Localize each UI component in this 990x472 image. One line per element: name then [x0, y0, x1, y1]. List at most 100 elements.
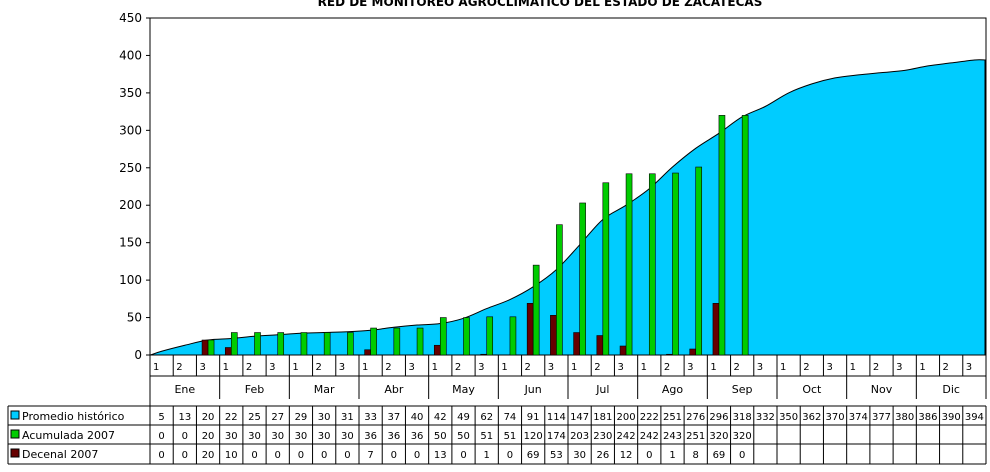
table-cell: 200 — [617, 412, 636, 423]
x-tick-label-decade: 3 — [966, 362, 972, 373]
y-tick-label: 150 — [119, 236, 142, 250]
table-cell: 30 — [341, 431, 354, 442]
x-tick-label-month: Abr — [384, 383, 404, 396]
table-cell: 31 — [341, 412, 354, 423]
table-cell: 49 — [457, 412, 470, 423]
x-tick-label-month: May — [452, 383, 475, 396]
chart-title: RED DE MONITOREO AGROCLIMATICO DEL ESTAD… — [318, 0, 763, 9]
x-tick-label-decade: 1 — [223, 362, 229, 373]
x-tick-label-decade: 3 — [617, 362, 623, 373]
table-cell: 36 — [364, 431, 377, 442]
table-cell: 0 — [507, 450, 513, 461]
table-cell: 377 — [872, 412, 891, 423]
x-tick-label-decade: 2 — [943, 362, 949, 373]
table-cell: 242 — [617, 431, 636, 442]
table-cell: 20 — [202, 412, 215, 423]
table-cell: 25 — [248, 412, 261, 423]
table-cell: 276 — [686, 412, 705, 423]
x-tick-label-decade: 3 — [339, 362, 345, 373]
x-tick-label-month: Feb — [245, 383, 264, 396]
x-tick-label-decade: 2 — [594, 362, 600, 373]
table-cell: 30 — [271, 431, 284, 442]
table-cell: 390 — [942, 412, 961, 423]
bar-acumulada-2007 — [741, 115, 749, 356]
x-tick-label-decade: 3 — [687, 362, 693, 373]
table-cell: 8 — [693, 450, 699, 461]
bar-acumulada-2007 — [393, 327, 401, 356]
table-cell: 0 — [158, 431, 164, 442]
x-tick-label-month: Jul — [595, 383, 609, 396]
table-cell: 30 — [573, 450, 586, 461]
x-tick-label-decade: 1 — [501, 362, 507, 373]
row-promedio-historico-label: Promedio histórico — [22, 410, 125, 423]
x-tick-label-decade: 1 — [919, 362, 925, 373]
table-cell: 394 — [965, 412, 984, 423]
x-tick-label-decade: 3 — [408, 362, 414, 373]
table-cell: 1 — [484, 450, 490, 461]
bar-acumulada-2007 — [532, 264, 540, 356]
table-cell: 53 — [550, 450, 563, 461]
table-cell: 0 — [298, 450, 304, 461]
x-tick-label-decade: 1 — [641, 362, 647, 373]
y-tick-label: 250 — [119, 161, 142, 175]
bar-acumulada-2007 — [625, 173, 633, 356]
bar-acumulada-2007 — [370, 327, 377, 356]
x-tick-label-decade: 2 — [385, 362, 391, 373]
table-cell: 0 — [182, 431, 188, 442]
table-cell: 30 — [248, 431, 261, 442]
x-tick-label-decade: 2 — [246, 362, 252, 373]
x-tick-label-month: Sep — [732, 383, 753, 396]
y-tick-label: 400 — [119, 48, 142, 62]
bar-decenal-2007 — [596, 335, 604, 356]
table-cell: 0 — [158, 450, 164, 461]
table-cell: 0 — [414, 450, 420, 461]
table-cell: 251 — [663, 412, 682, 423]
table-cell: 50 — [434, 431, 447, 442]
bar-acumulada-2007 — [463, 317, 470, 356]
y-tick-label: 200 — [119, 198, 142, 212]
x-tick-label-decade: 2 — [664, 362, 670, 373]
table-cell: 1 — [669, 450, 675, 461]
table-cell: 30 — [318, 412, 331, 423]
table-cell: 230 — [593, 431, 612, 442]
table-cell: 380 — [895, 412, 914, 423]
x-tick-label-decade: 2 — [734, 362, 740, 373]
table-cell: 74 — [504, 412, 517, 423]
table-cell: 13 — [434, 450, 447, 461]
bar-acumulada-2007 — [254, 332, 261, 356]
x-tick-label-decade: 1 — [571, 362, 577, 373]
table-cell: 7 — [367, 450, 373, 461]
bar-acumulada-2007 — [230, 332, 238, 356]
table-cell: 332 — [756, 412, 775, 423]
table-cell: 40 — [411, 412, 424, 423]
table-cell: 0 — [646, 450, 652, 461]
x-tick-label-decade: 2 — [873, 362, 879, 373]
table-cell: 91 — [527, 412, 540, 423]
x-tick-label-decade: 1 — [850, 362, 856, 373]
bar-decenal-2007 — [712, 303, 720, 356]
bar-acumulada-2007 — [300, 332, 308, 356]
x-tick-label-decade: 1 — [292, 362, 298, 373]
table-cell: 12 — [620, 450, 633, 461]
table-cell: 51 — [504, 431, 517, 442]
table-cell: 26 — [596, 450, 609, 461]
table-cell: 362 — [802, 412, 821, 423]
x-tick-label-decade: 3 — [826, 362, 832, 373]
table-cell: 147 — [570, 412, 589, 423]
bar-decenal-2007 — [433, 344, 441, 356]
x-tick-label-month: Nov — [871, 383, 893, 396]
bar-decenal-2007 — [224, 347, 232, 356]
table-cell: 0 — [182, 450, 188, 461]
bar-acumulada-2007 — [602, 182, 610, 356]
table-cell: 374 — [849, 412, 868, 423]
x-tick-label-decade: 2 — [525, 362, 531, 373]
table-cell: 181 — [593, 412, 612, 423]
bar-acumulada-2007 — [509, 316, 517, 356]
bar-acumulada-2007 — [556, 224, 563, 356]
bar-decenal-2007 — [201, 339, 209, 356]
bar-acumulada-2007 — [718, 115, 726, 356]
x-tick-label-month: Jun — [524, 383, 542, 396]
table-cell: 30 — [225, 431, 238, 442]
